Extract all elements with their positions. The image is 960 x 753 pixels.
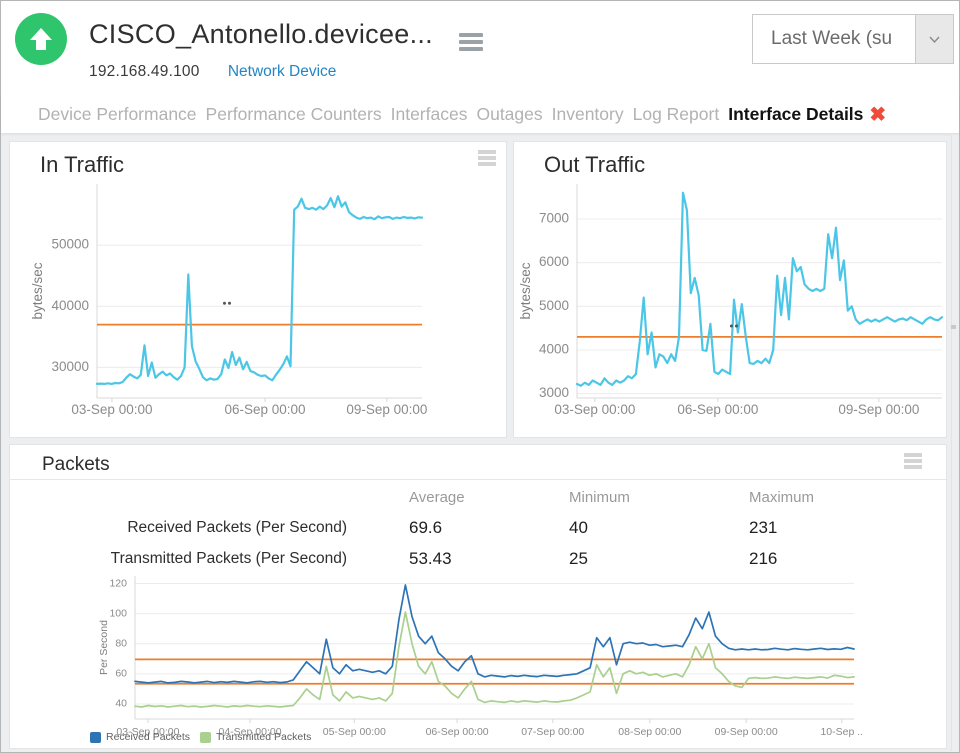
svg-text:5000: 5000 <box>539 298 569 313</box>
packets-stats-table: Average Minimum Maximum Received Packets… <box>10 480 946 572</box>
chart-menu-icon[interactable] <box>904 453 922 471</box>
packets-title: Packets <box>42 454 110 475</box>
out-traffic-chart: 3000 4000 5000 6000 7000 03-Sep 00:00 06-Sep 0… <box>514 178 946 430</box>
svg-text:50000: 50000 <box>51 237 89 252</box>
packets-header: Packets <box>10 445 946 480</box>
device-status-up-icon <box>15 13 67 65</box>
device-subtitle: 192.168.49.100 Network Device <box>89 63 336 81</box>
col-header-average: Average <box>409 488 465 506</box>
svg-text:bytes/sec: bytes/sec <box>518 262 533 319</box>
svg-text:4000: 4000 <box>539 342 569 357</box>
chart-menu-icon[interactable] <box>478 150 496 168</box>
in-traffic-title: In Traffic <box>40 152 124 177</box>
svg-text:10-Sep ..: 10-Sep .. <box>820 726 863 738</box>
in-traffic-panel: In Traffic 30000 40000 50000 03-Sep 00:00 06… <box>9 141 507 438</box>
packets-panel: Packets Average Minimum Maximum Received… <box>9 444 947 749</box>
svg-text:60: 60 <box>115 668 127 680</box>
row-label-transmitted: Transmitted Packets (Per Second) <box>110 549 347 567</box>
svg-text:bytes/sec: bytes/sec <box>30 262 45 319</box>
svg-text:09-Sep 00:00: 09-Sep 00:00 <box>715 726 778 738</box>
svg-text:7000: 7000 <box>539 211 569 226</box>
svg-text:40: 40 <box>115 698 127 710</box>
legend-label-transmitted: Transmitted Packets <box>216 731 312 743</box>
svg-text:80: 80 <box>115 638 127 650</box>
time-period-select[interactable]: Last Week (su <box>752 14 954 64</box>
time-period-value: Last Week (su <box>771 28 893 49</box>
received-swatch <box>90 731 101 743</box>
packets-legend: Received Packets Transmitted Packets <box>90 731 311 743</box>
svg-text:30000: 30000 <box>51 359 89 374</box>
transmitted-maximum: 216 <box>749 548 778 568</box>
svg-text:03-Sep 00:00: 03-Sep 00:00 <box>554 402 635 417</box>
tab-outages[interactable]: Outages <box>476 104 543 124</box>
transmitted-average: 53.43 <box>409 548 452 568</box>
col-header-minimum: Minimum <box>569 488 630 506</box>
svg-text:40000: 40000 <box>51 298 89 313</box>
svg-text:06-Sep 00:00: 06-Sep 00:00 <box>426 726 489 738</box>
svg-text:09-Sep 00:00: 09-Sep 00:00 <box>346 402 427 417</box>
in-traffic-chart: 30000 40000 50000 03-Sep 00:00 06-Sep 00:00 0… <box>10 178 506 430</box>
header: CISCO_Antonello.devicee... 192.168.49.10… <box>1 1 959 96</box>
tab-performance-counters[interactable]: Performance Counters <box>205 104 382 124</box>
tab-interfaces[interactable]: Interfaces <box>390 104 468 124</box>
svg-text:120: 120 <box>109 577 127 589</box>
device-ip: 192.168.49.100 <box>89 63 200 80</box>
legend-item-received: Received Packets <box>90 731 190 743</box>
svg-text:07-Sep 00:00: 07-Sep 00:00 <box>521 726 584 738</box>
svg-text:100: 100 <box>109 607 127 619</box>
legend-item-transmitted: Transmitted Packets <box>200 731 311 743</box>
svg-text:06-Sep 00:00: 06-Sep 00:00 <box>677 402 758 417</box>
tab-device-performance[interactable]: Device Performance <box>38 104 197 124</box>
svg-text:6000: 6000 <box>539 254 569 269</box>
tab-log-report[interactable]: Log Report <box>632 104 720 124</box>
transmitted-minimum: 25 <box>569 548 588 568</box>
received-minimum: 40 <box>569 517 588 537</box>
legend-label-received: Received Packets <box>106 731 191 743</box>
device-title: CISCO_Antonello.devicee... <box>89 19 433 49</box>
transmitted-swatch <box>200 731 212 743</box>
svg-text:09-Sep 00:00: 09-Sep 00:00 <box>838 402 919 417</box>
tab-interface-details[interactable]: Interface Details <box>728 104 864 124</box>
svg-text:03-Sep 00:00: 03-Sep 00:00 <box>116 726 179 738</box>
tab-inventory[interactable]: Inventory <box>551 104 624 124</box>
svg-text:Per Second: Per Second <box>98 620 110 675</box>
svg-text:05-Sep 00:00: 05-Sep 00:00 <box>323 726 386 738</box>
svg-text:3000: 3000 <box>539 385 569 400</box>
packets-chart: 40 60 80 100 120 03-Sep 00:00 04-Sep 00:00 05-S… <box>10 572 946 740</box>
up-arrow-icon <box>30 28 52 50</box>
received-maximum: 231 <box>749 517 778 537</box>
row-label-received: Received Packets (Per Second) <box>127 518 347 536</box>
out-traffic-header: Out Traffic <box>514 142 946 178</box>
scrollbar-track[interactable] <box>951 135 958 751</box>
col-header-maximum: Maximum <box>749 488 815 506</box>
in-traffic-header: In Traffic <box>10 142 506 178</box>
out-traffic-title: Out Traffic <box>544 152 646 177</box>
svg-text:06-Sep 00:00: 06-Sep 00:00 <box>224 402 305 417</box>
scrollbar-thumb[interactable] <box>951 325 956 329</box>
close-tab-icon[interactable]: ✖ <box>869 103 887 126</box>
device-tabs-bar: Device Performance Performance Counters In… <box>1 96 959 134</box>
select-chevron-down-icon <box>915 15 953 63</box>
out-traffic-panel: Out Traffic 3000 4000 5000 6000 7000 03-Sep 0… <box>513 141 947 438</box>
svg-text:04-Sep 00:00: 04-Sep 00:00 <box>219 726 282 738</box>
device-menu-icon[interactable] <box>459 33 483 54</box>
device-type-link[interactable]: Network Device <box>227 63 337 80</box>
received-average: 69.6 <box>409 517 443 537</box>
svg-text:03-Sep 00:00: 03-Sep 00:00 <box>71 402 152 417</box>
svg-text:08-Sep 00:00: 08-Sep 00:00 <box>618 726 681 738</box>
